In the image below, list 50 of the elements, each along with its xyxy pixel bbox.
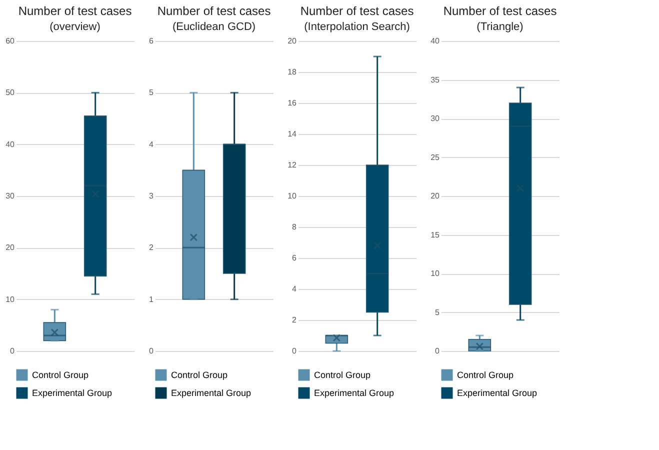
- y-tick-label: 40: [430, 36, 440, 46]
- y-tick-label: 30: [6, 192, 16, 200]
- y-tick-label: 10: [6, 294, 16, 304]
- y-tick-label: 25: [430, 152, 440, 162]
- y-tick-label: 4: [292, 284, 298, 294]
- legend-label: Control Group: [457, 370, 514, 380]
- y-tick-label: 2: [292, 316, 298, 324]
- chart-subtitle: (Interpolation Search): [304, 21, 410, 33]
- y-tick-label: 0: [292, 346, 298, 356]
- y-tick-label: 15: [430, 230, 440, 240]
- y-tick-label: 50: [6, 88, 16, 98]
- legend-label: Control Group: [171, 370, 228, 380]
- y-tick-label: 20: [288, 36, 298, 46]
- y-tick-label: 16: [288, 98, 298, 108]
- y-tick-label: 3: [149, 192, 154, 200]
- y-tick-label: 2: [149, 243, 154, 252]
- y-tick-label: 18: [288, 68, 298, 76]
- y-tick-label: 40: [6, 140, 16, 149]
- y-tick-label: 0: [149, 346, 154, 356]
- y-tick-label: 60: [6, 36, 16, 46]
- y-tick-label: 30: [430, 114, 440, 123]
- y-tick-label: 6: [149, 36, 154, 46]
- legend-label: Experimental Group: [457, 388, 538, 398]
- chart-subtitle: (overview): [50, 21, 100, 33]
- legend-label: Control Group: [32, 370, 89, 380]
- chart-title: Number of test cases: [18, 4, 132, 18]
- legend-label: Experimental Group: [32, 388, 112, 398]
- y-tick-label: 5: [149, 88, 154, 98]
- y-tick-label: 1: [149, 294, 154, 304]
- y-tick-label: 4: [149, 140, 154, 149]
- y-tick-label: 0: [435, 346, 440, 356]
- y-tick-label: 5: [435, 308, 440, 317]
- chart-subtitle: (Euclidean GCD): [172, 21, 256, 33]
- y-tick-label: 10: [430, 269, 440, 278]
- y-tick-label: 10: [288, 192, 298, 200]
- chart-title: Number of test cases: [443, 4, 557, 18]
- chart-title: Number of test cases: [157, 4, 271, 18]
- legend-label: Control Group: [314, 370, 371, 380]
- y-tick-label: 14: [288, 130, 298, 138]
- chart-subtitle: (Triangle): [476, 21, 524, 33]
- legend-label: Experimental Group: [314, 388, 394, 398]
- y-tick-label: 6: [292, 254, 298, 262]
- y-tick-label: 35: [430, 75, 440, 84]
- y-tick-label: 0: [10, 346, 16, 356]
- y-tick-label: 8: [292, 222, 298, 232]
- y-tick-label: 20: [6, 243, 16, 252]
- y-tick-label: 12: [288, 160, 298, 170]
- legend-label: Experimental Group: [171, 388, 252, 398]
- chart-title: Number of test cases: [300, 4, 414, 18]
- y-tick-label: 20: [430, 192, 440, 200]
